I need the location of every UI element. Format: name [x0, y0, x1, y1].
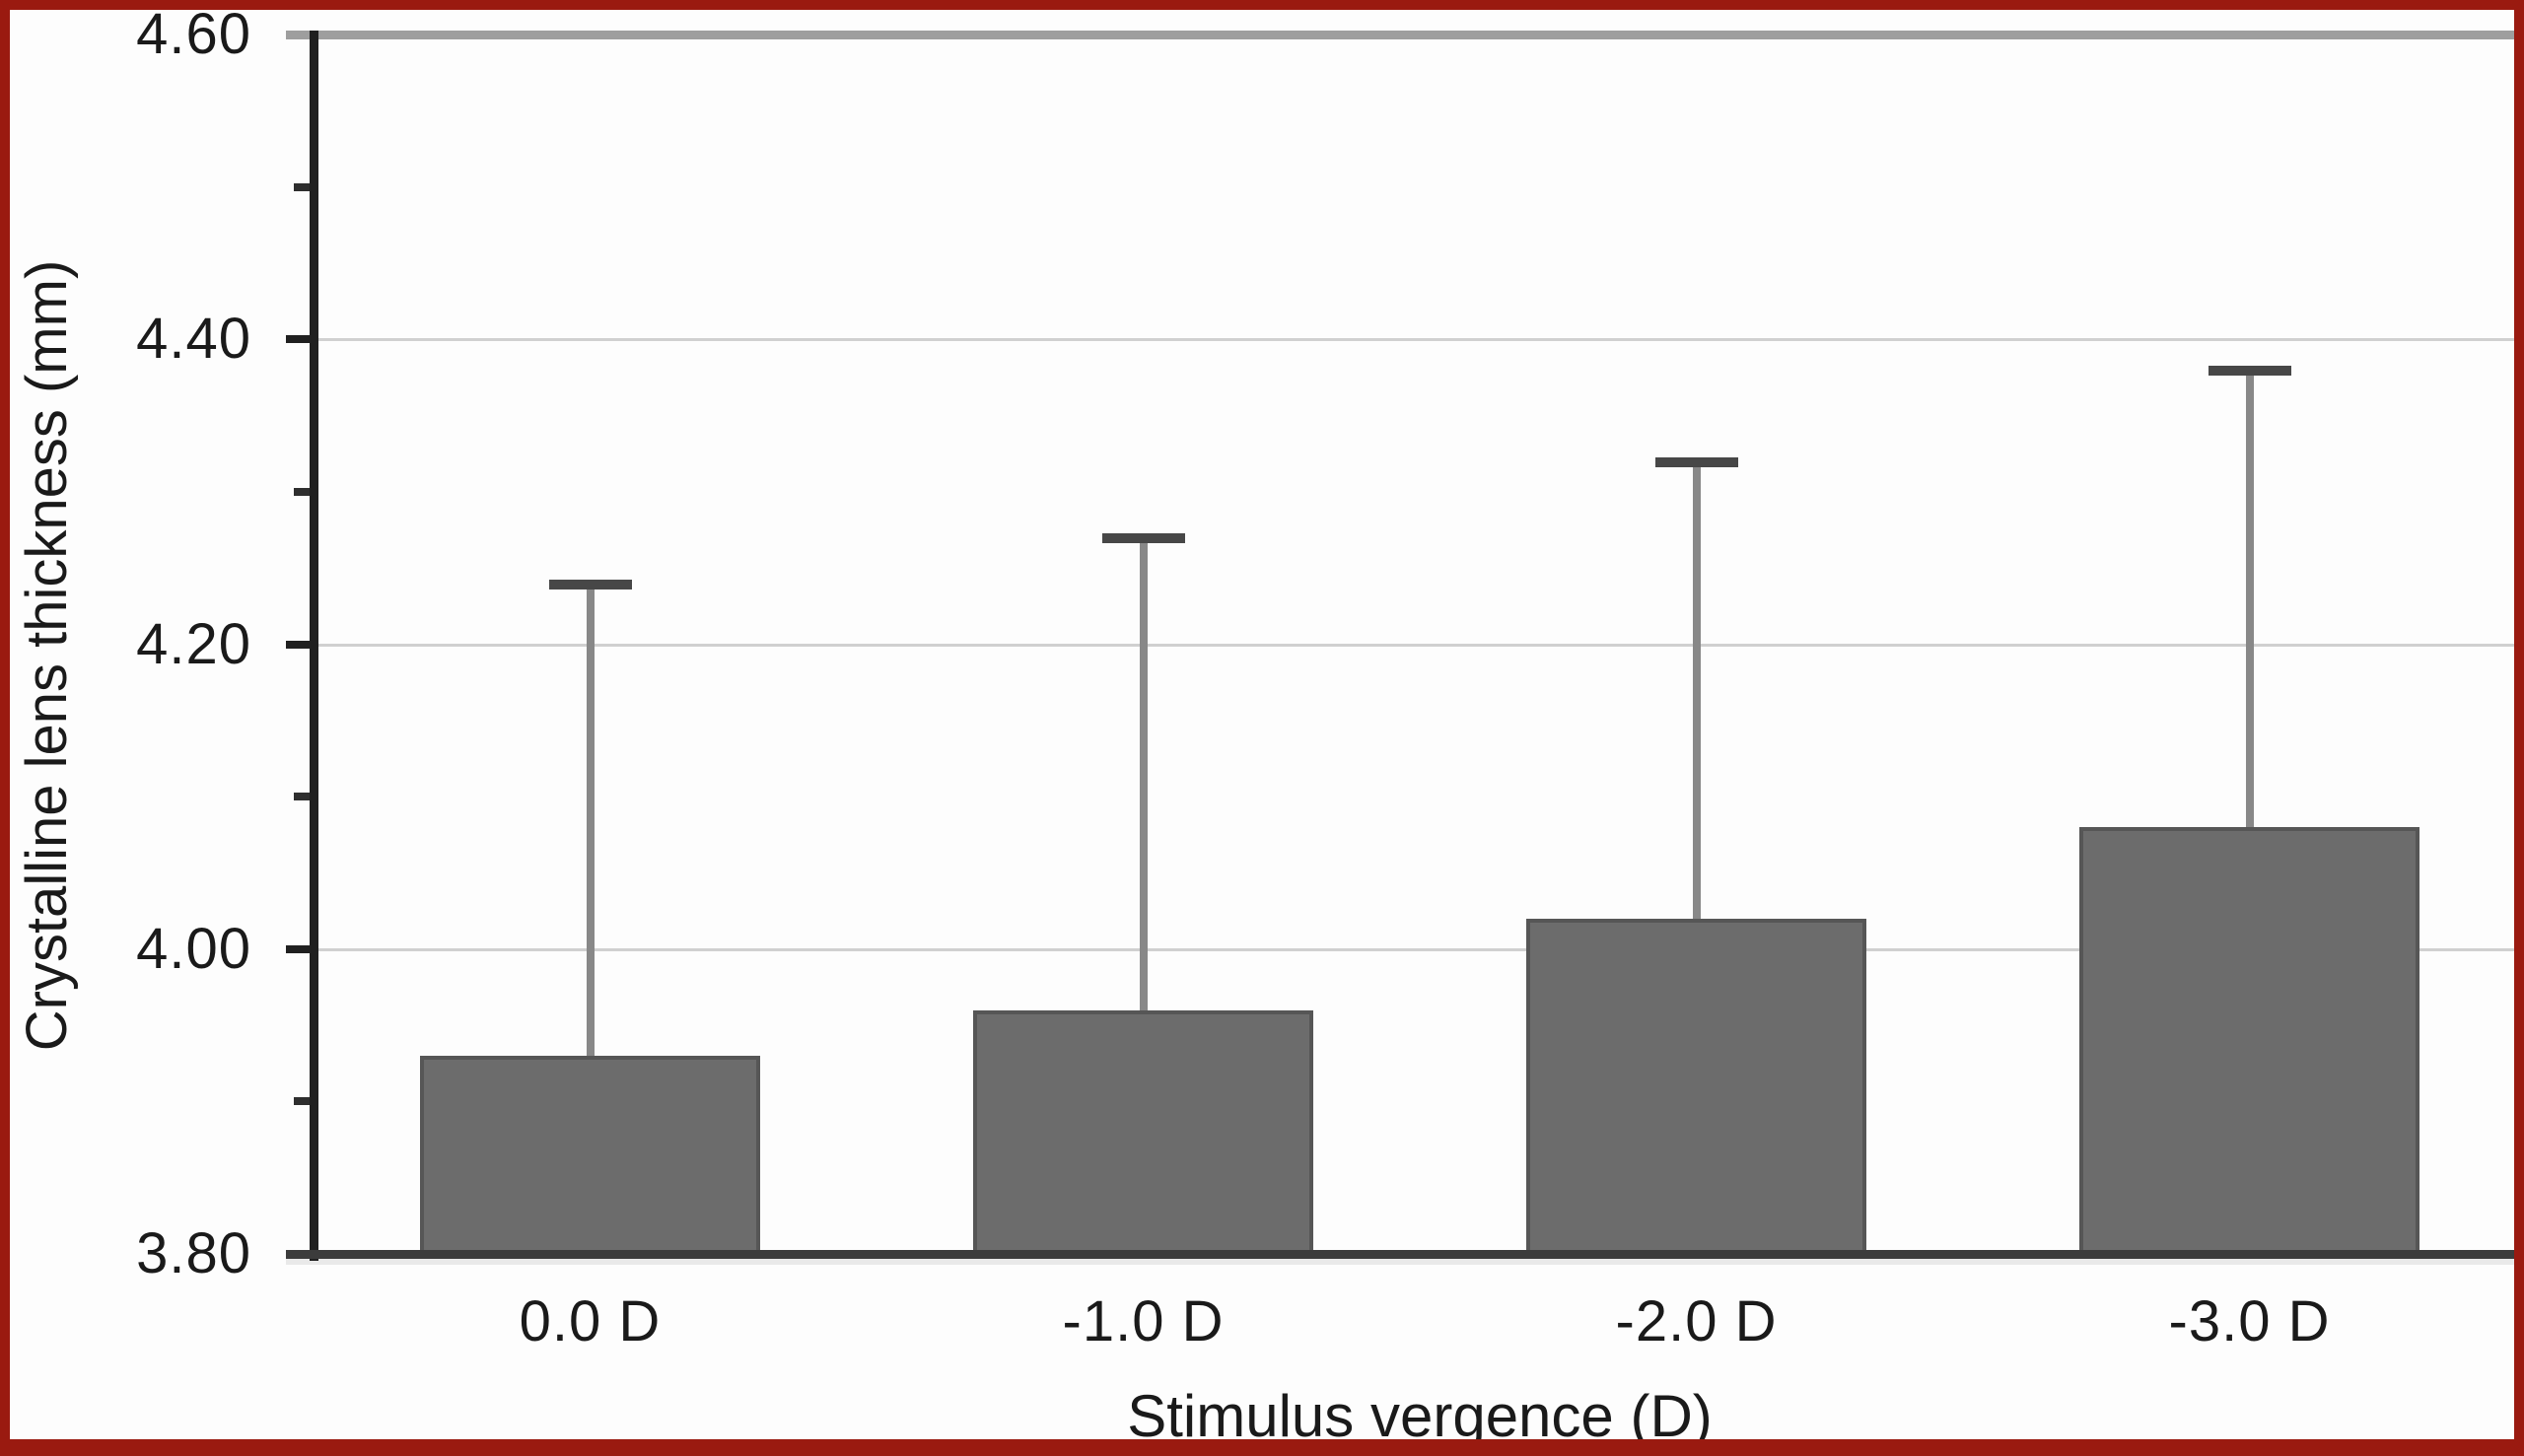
bar--2.0 D	[1526, 918, 1866, 1254]
error-whisker-0.0 D	[586, 583, 595, 1056]
y-axis-title-text: Crystalline lens thickness (mm)	[15, 259, 79, 1052]
error-whisker--2.0 D	[1692, 460, 1701, 919]
y-minor-tick-4.30	[294, 487, 314, 496]
x-tick-label-0.0 D: 0.0 D	[519, 1289, 662, 1353]
x-tick-label--2.0 D: -2.0 D	[1615, 1289, 1778, 1353]
bar--1.0 D	[973, 1009, 1313, 1254]
x-tick-label--1.0 D: -1.0 D	[1062, 1289, 1225, 1353]
error-whisker-cap-0.0 D	[548, 579, 632, 589]
y-tick-label-4.60: 4.60	[136, 2, 251, 66]
y-minor-tick-3.90	[294, 1097, 314, 1106]
y-major-tick-4.20	[286, 640, 314, 649]
error-whisker-cap--2.0 D	[1654, 456, 1738, 467]
y-minor-tick-4.50	[294, 182, 314, 191]
gridline-4.20	[314, 643, 2514, 647]
plot-top-boundary-line	[286, 31, 2514, 39]
x-tick-label--3.0 D: -3.0 D	[2168, 1289, 2331, 1353]
x-axis-title: Stimulus vergence (D)	[1127, 1383, 1713, 1449]
x-axis-line	[286, 1250, 2514, 1259]
bar-0.0 D	[420, 1055, 760, 1254]
gridline-4.40	[314, 338, 2514, 342]
x-axis-shadow-line	[286, 1259, 2514, 1265]
y-tick-label-4.20: 4.20	[136, 611, 251, 676]
error-whisker-cap--1.0 D	[1101, 533, 1185, 544]
y-axis-line	[310, 31, 318, 1261]
y-major-tick-4.40	[286, 335, 314, 344]
y-tick-label-4.40: 4.40	[136, 307, 251, 372]
y-minor-tick-4.10	[294, 793, 314, 801]
gridline-4.00	[314, 947, 2514, 951]
bar--3.0 D	[2079, 827, 2419, 1254]
error-whisker--3.0 D	[2245, 370, 2254, 828]
error-whisker-cap--3.0 D	[2208, 366, 2291, 377]
y-major-tick-4.00	[286, 944, 314, 953]
error-whisker--1.0 D	[1139, 537, 1148, 1010]
y-tick-label-3.80: 3.80	[136, 1221, 251, 1285]
y-tick-label-4.00: 4.00	[136, 916, 251, 981]
